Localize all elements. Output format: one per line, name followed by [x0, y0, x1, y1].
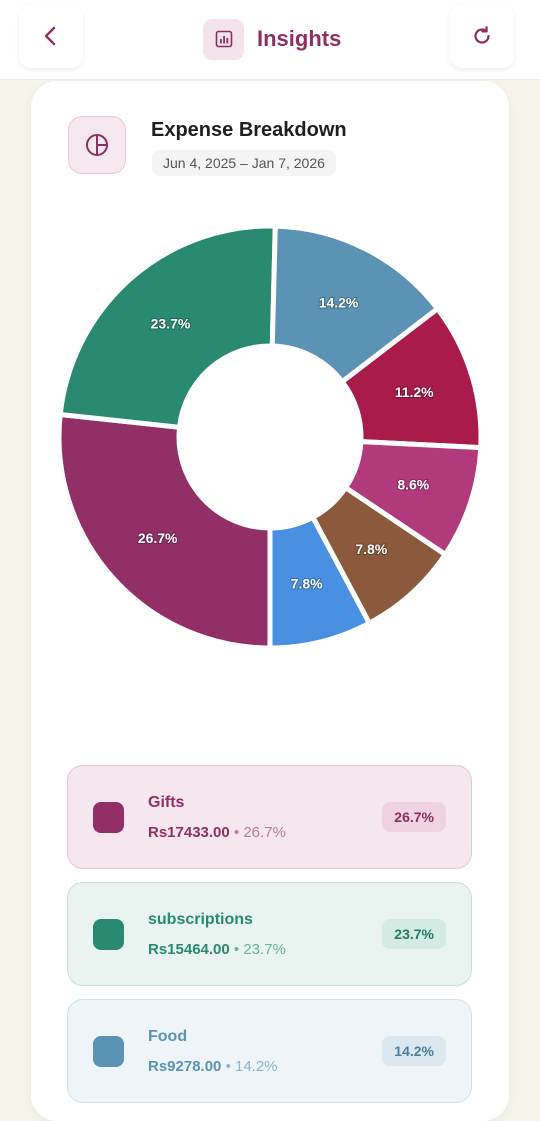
expense-donut-chart: 26.7% 23.7% 14.2% 11.2% 8.6% 7.8% 7.8%	[56, 223, 481, 651]
donut-slice[interactable]	[267, 514, 372, 651]
chevron-left-icon	[44, 26, 56, 46]
legend-amount: Rs15464.00	[148, 941, 230, 958]
donut-slice[interactable]	[57, 223, 278, 430]
legend-swatch	[93, 1036, 124, 1067]
legend-item-subscriptions[interactable]: subscriptions Rs15464.00 • 23.7% 23.7%	[67, 882, 472, 986]
legend-name: subscriptions	[148, 911, 253, 928]
pie-chart-icon	[68, 116, 126, 174]
donut-slice-label: 11.2%	[395, 384, 434, 400]
legend-subtext: Rs17433.00 • 26.7%	[148, 824, 286, 841]
donut-slice[interactable]	[56, 412, 273, 651]
donut-slice-label: 14.2%	[319, 294, 359, 310]
card-title: Expense Breakdown	[151, 119, 347, 141]
legend-swatch	[93, 919, 124, 950]
legend-subtext: Rs15464.00 • 23.7%	[148, 941, 286, 958]
legend-percent-text: • 26.7%	[229, 824, 286, 841]
legend-percent-pill: 14.2%	[382, 1036, 446, 1066]
legend-percent-pill: 26.7%	[382, 802, 446, 832]
legend-item-food[interactable]: Food Rs9278.00 • 14.2% 14.2%	[67, 999, 472, 1103]
date-range-badge: Jun 4, 2025 – Jan 7, 2026	[152, 150, 336, 176]
legend-amount: Rs9278.00	[148, 1058, 222, 1075]
legend-subtext: Rs9278.00 • 14.2%	[148, 1058, 278, 1075]
donut-slice[interactable]	[269, 223, 441, 385]
refresh-button[interactable]	[450, 4, 514, 68]
legend-item-gifts[interactable]: Gifts Rs17433.00 • 26.7% 26.7%	[67, 765, 472, 869]
legend-name: Gifts	[148, 794, 185, 811]
legend-name: Food	[148, 1028, 188, 1045]
page-title-group: Insights	[203, 18, 341, 60]
donut-slice-label: 26.7%	[138, 530, 178, 546]
donut-slice-label: 7.8%	[355, 541, 387, 557]
back-button[interactable]	[19, 4, 83, 68]
legend-swatch	[93, 802, 124, 833]
legend-amount: Rs17433.00	[148, 824, 230, 841]
bar-chart-icon	[203, 18, 244, 60]
page-title: Insights	[257, 26, 342, 51]
legend-percent-text: • 23.7%	[229, 941, 286, 958]
legend-percent-pill: 23.7%	[382, 919, 446, 949]
donut-slice-label: 7.8%	[291, 575, 323, 591]
legend-percent-text: • 14.2%	[221, 1058, 278, 1075]
donut-slice-label: 23.7%	[151, 315, 191, 331]
top-bar: Insights	[0, 0, 540, 80]
refresh-icon	[474, 26, 490, 44]
donut-slice-label: 8.6%	[397, 477, 429, 493]
